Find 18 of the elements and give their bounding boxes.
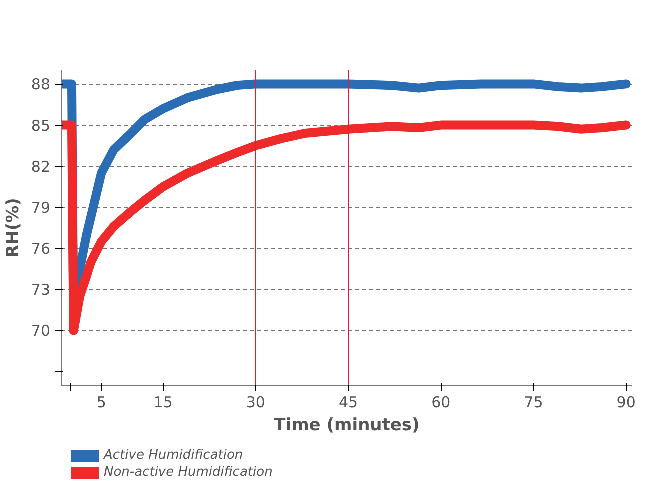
x-tick-label: 60	[432, 394, 451, 412]
y-axis-title: RH(%)	[3, 198, 24, 258]
y-tick-label: 73	[31, 281, 51, 300]
legend-label: Active Humidification	[104, 448, 244, 463]
x-tick-label: 30	[246, 394, 266, 412]
y-tick-label: 88	[31, 76, 51, 94]
y-tick-label: 70	[31, 322, 51, 340]
y-tick-label: 82	[31, 158, 51, 176]
y-tick-label: 85	[31, 116, 51, 135]
legend-label: Non-active Humidification	[104, 465, 273, 480]
x-tick-label: 5	[96, 394, 106, 412]
x-tick-label: 45	[339, 394, 358, 412]
x-axis-title: Time (minutes)	[274, 416, 420, 436]
y-tick-label: 76	[31, 240, 51, 258]
x-tick-label: 75	[524, 394, 544, 412]
x-tick-label: 15	[154, 394, 173, 412]
x-tick-label: 90	[616, 394, 636, 412]
y-tick-label: 79	[31, 198, 51, 217]
